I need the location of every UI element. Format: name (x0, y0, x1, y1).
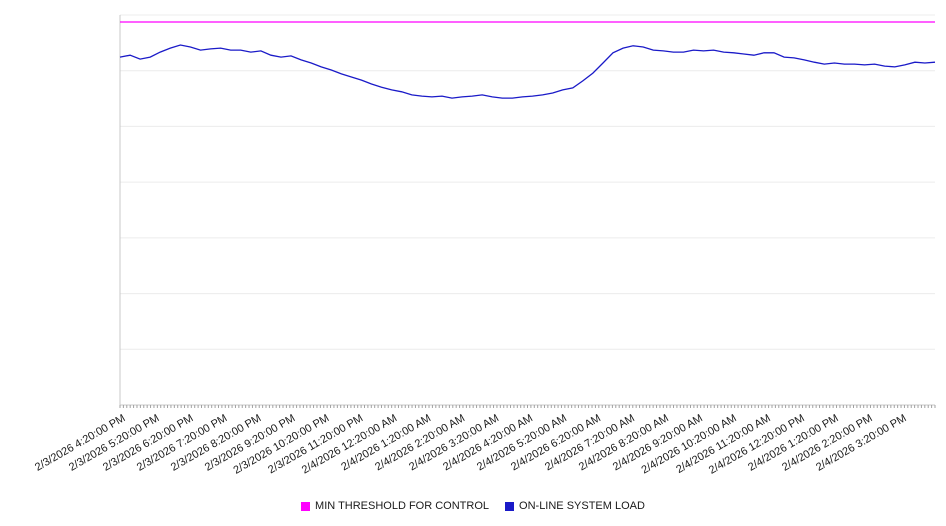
legend-label-min-threshold: MIN THRESHOLD FOR CONTROL (315, 500, 490, 512)
legend-item-system-load: ON-LINE SYSTEM LOAD (505, 500, 645, 512)
legend-label-system-load: ON-LINE SYSTEM LOAD (519, 500, 645, 512)
line-chart: 2/3/2026 4:20:00 PM2/3/2026 5:20:00 PM2/… (33, 14, 936, 477)
chart-legend: MIN THRESHOLD FOR CONTROL ON-LINE SYSTEM… (0, 500, 946, 512)
legend-swatch-min-threshold (301, 501, 311, 511)
legend-swatch-system-load (505, 501, 515, 511)
legend-item-min-threshold: MIN THRESHOLD FOR CONTROL (301, 500, 489, 512)
series-line-1 (119, 44, 936, 99)
